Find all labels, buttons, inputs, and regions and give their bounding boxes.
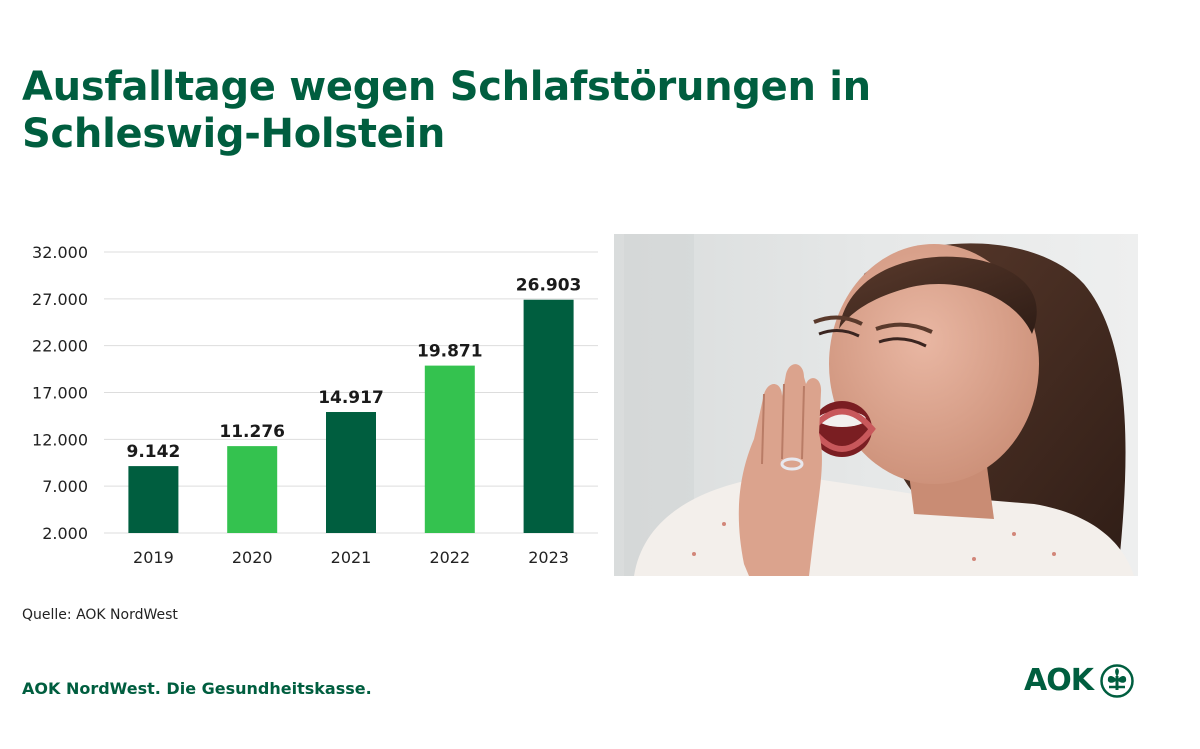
bar-2021 <box>326 412 376 533</box>
x-axis-ticks: 2019 2020 2021 2022 2023 <box>133 548 569 567</box>
aok-logo: AOK <box>1024 661 1135 701</box>
x-tick-label: 2019 <box>133 548 174 567</box>
y-tick-label: 22.000 <box>32 337 88 356</box>
value-label: 14.917 <box>318 388 384 408</box>
y-tick-label: 12.000 <box>32 430 88 449</box>
aok-tree-icon <box>1100 664 1134 698</box>
y-tick-label: 7.000 <box>42 477 88 496</box>
page-title: Ausfalltage wegen Schlafstörungen in Sch… <box>22 64 871 157</box>
x-tick-label: 2021 <box>331 548 372 567</box>
y-tick-label: 27.000 <box>32 290 88 309</box>
y-tick-label: 2.000 <box>42 524 88 543</box>
y-axis-ticks: 2.000 7.000 12.000 17.000 22.000 27.000 32.000 <box>32 243 88 543</box>
bars <box>128 299 574 533</box>
bar-2022 <box>424 365 475 533</box>
bar-2020 <box>227 446 278 533</box>
bar-2019 <box>128 466 179 533</box>
value-label: 19.871 <box>417 342 483 362</box>
value-label: 11.276 <box>219 422 285 442</box>
x-tick-label: 2022 <box>429 548 470 567</box>
x-tick-label: 2020 <box>232 548 273 567</box>
aok-logo-text: AOK <box>1024 663 1094 698</box>
y-tick-label: 17.000 <box>32 384 88 403</box>
x-tick-label: 2023 <box>528 548 569 567</box>
y-tick-label: 32.000 <box>32 243 88 262</box>
footer-tagline: AOK NordWest. Die Gesundheitskasse. <box>22 679 372 698</box>
bar-2023 <box>523 299 574 533</box>
value-label: 26.903 <box>516 276 582 296</box>
value-label: 9.142 <box>127 442 181 462</box>
source-note: Quelle: AOK NordWest <box>22 607 178 623</box>
value-labels: 9.142 11.276 14.917 19.871 26.903 <box>127 276 582 462</box>
yawning-woman-photo <box>614 234 1138 576</box>
bar-chart: 2.000 7.000 12.000 17.000 22.000 27.000 32.000… <box>32 243 598 567</box>
